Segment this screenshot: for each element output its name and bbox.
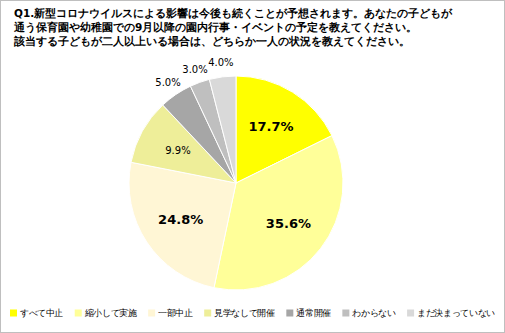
chart: Q1.新型コロナウイルスによる影響は今後も続くことが予想されます。あなたの子ども… bbox=[0, 0, 505, 333]
data-labels: 17.7% 35.6% 24.8% 9.9% 5.0%3.0%4.0% bbox=[155, 57, 311, 231]
legend-swatch bbox=[286, 310, 293, 317]
title-line: 該当する子どもが二人以上いる場合は、どちらか一人の状況を教えてください。 bbox=[13, 35, 410, 48]
title: Q1.新型コロナウイルスによる影響は今後も続くことが予想されます。あなたの子ども… bbox=[13, 7, 453, 48]
slices bbox=[129, 76, 343, 290]
title-line: 通う保育園や幼稚園での9月以降の園内行事・イベントの予定を教えてください。 bbox=[13, 21, 417, 34]
legend-swatch bbox=[75, 310, 82, 317]
slice bbox=[209, 76, 236, 183]
legend-item: 一部中止 bbox=[148, 308, 193, 318]
data-label: 35.6% bbox=[266, 216, 311, 231]
legend-label: 一部中止 bbox=[158, 308, 193, 318]
slice bbox=[129, 162, 236, 287]
legend-swatch bbox=[407, 310, 414, 317]
legend-swatch bbox=[342, 310, 349, 317]
data-label: 3.0% bbox=[182, 64, 207, 75]
data-label: 4.0% bbox=[208, 57, 233, 68]
legend-item: わからない bbox=[342, 308, 395, 318]
legend-swatch bbox=[10, 310, 17, 317]
data-label: 24.8% bbox=[158, 212, 203, 227]
legend-swatch bbox=[148, 310, 155, 317]
legend-item: 見学なしで開催 bbox=[204, 308, 275, 318]
legend-swatch bbox=[204, 310, 211, 317]
legend-item: まだ決まっていない bbox=[407, 308, 495, 318]
legend-item: すべて中止 bbox=[10, 308, 63, 318]
legend-item: 通常開催 bbox=[286, 308, 331, 318]
data-label: 5.0% bbox=[155, 77, 180, 88]
legend: すべて中止 縮小して実施 一部中止 見学なしで開催 通常開催 わからない まだ決まっていない bbox=[10, 308, 495, 318]
legend-label: 通常開催 bbox=[296, 308, 331, 318]
legend-label: 見学なしで開催 bbox=[214, 308, 275, 318]
legend-label: すべて中止 bbox=[20, 308, 63, 318]
data-label: 9.9% bbox=[165, 145, 190, 156]
data-label: 17.7% bbox=[248, 119, 293, 134]
legend-item: 縮小して実施 bbox=[75, 308, 137, 318]
title-line: Q1.新型コロナウイルスによる影響は今後も続くことが予想されます。あなたの子ども… bbox=[14, 7, 453, 20]
legend-label: まだ決まっていない bbox=[417, 308, 495, 318]
legend-label: わからない bbox=[352, 308, 395, 318]
legend-label: 縮小して実施 bbox=[84, 308, 137, 318]
frame bbox=[1, 1, 505, 333]
